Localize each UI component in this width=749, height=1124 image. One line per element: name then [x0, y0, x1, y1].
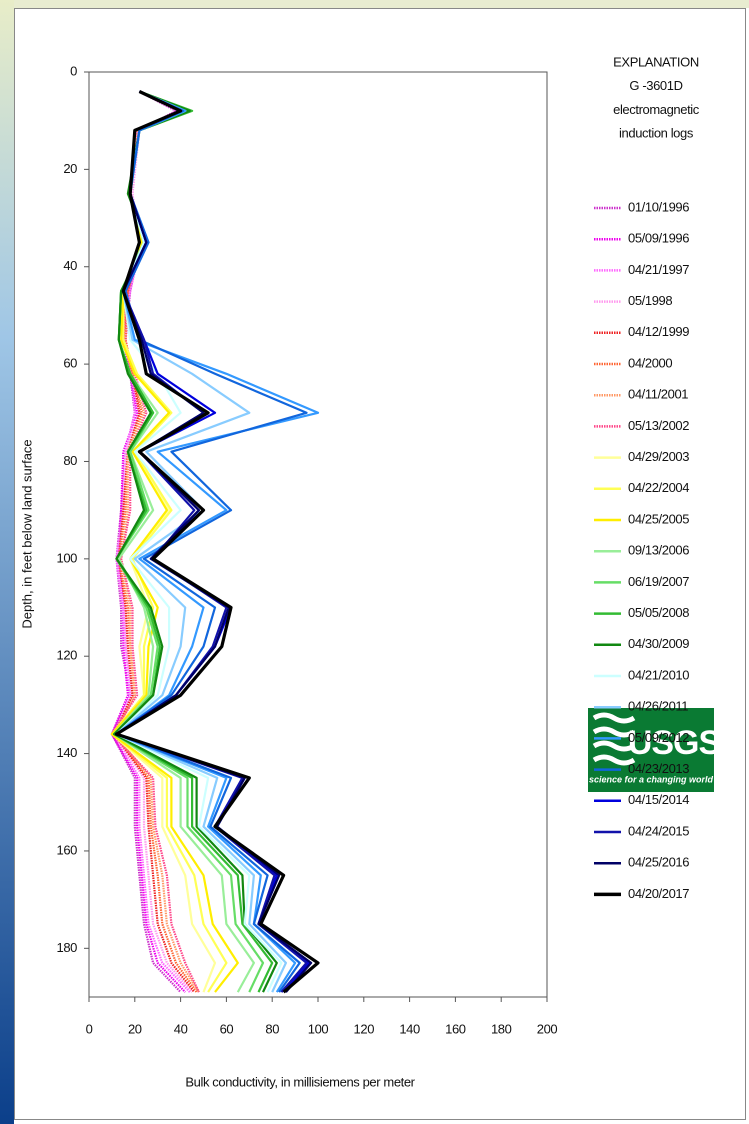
x-tick-label: 120: [354, 1021, 375, 1036]
legend-title: EXPLANATION: [613, 54, 699, 69]
x-tick-label: 160: [445, 1021, 466, 1036]
chart: Depth, in feet below land surface Bulk c…: [0, 0, 749, 1124]
y-tick-label: 40: [63, 258, 77, 273]
legend-label: 09/13/2006: [628, 543, 689, 558]
legend-label: 05/09/1996: [628, 231, 689, 246]
y-tick-label: 80: [63, 453, 77, 468]
legend-label: 04/26/2011: [628, 699, 688, 714]
y-tick-label: 0: [70, 63, 77, 78]
legend-label: 05/05/2008: [628, 605, 689, 620]
legend-label: 04/23/2013: [628, 761, 689, 776]
y-tick-label: 20: [63, 161, 77, 176]
x-tick-label: 0: [86, 1021, 93, 1036]
legend-label: 05/13/2002: [628, 418, 689, 433]
top-strip: [0, 0, 749, 8]
legend-title: G -3601D: [629, 78, 682, 93]
legend-label: 04/12/1999: [628, 324, 689, 339]
legend-label: 04/25/2016: [628, 855, 689, 870]
legend-label: 04/11/2001: [628, 387, 688, 402]
legend-label: 04/20/2017: [628, 886, 689, 901]
y-tick-label: 140: [57, 745, 78, 760]
legend-title: electromagnetic: [613, 102, 700, 117]
usgs-logo: USGS science for a changing world: [588, 708, 720, 792]
left-strip: [0, 0, 14, 1124]
y-tick-label: 160: [57, 842, 78, 857]
legend-label: 04/22/2004: [628, 480, 689, 495]
legend-label: 01/10/1996: [628, 199, 689, 214]
legend-label: 05/09/2012: [628, 730, 689, 745]
x-tick-label: 180: [491, 1021, 512, 1036]
legend-label: 04/24/2015: [628, 823, 689, 838]
y-tick-label: 60: [63, 356, 77, 371]
x-tick-label: 80: [265, 1021, 279, 1036]
y-axis-label: Depth, in feet below land surface: [19, 439, 34, 628]
legend-label: 04/21/1997: [628, 262, 689, 277]
x-tick-label: 200: [537, 1021, 558, 1036]
legend-label: 04/2000: [628, 355, 672, 370]
legend-label: 04/30/2009: [628, 636, 689, 651]
page-background: [0, 0, 749, 1124]
x-tick-label: 140: [399, 1021, 420, 1036]
y-tick-label: 100: [57, 550, 78, 565]
x-tick-label: 40: [174, 1021, 188, 1036]
legend-title: induction logs: [619, 126, 694, 141]
y-tick-label: 180: [57, 940, 78, 955]
legend-label: 04/15/2014: [628, 792, 689, 807]
legend-label: 04/25/2005: [628, 511, 689, 526]
legend-label: 06/19/2007: [628, 574, 689, 589]
y-tick-label: 120: [57, 648, 78, 663]
x-tick-label: 60: [220, 1021, 234, 1036]
x-tick-label: 100: [308, 1021, 329, 1036]
x-axis-label: Bulk conductivity, in millisiemens per m…: [185, 1074, 415, 1089]
x-tick-label: 20: [128, 1021, 142, 1036]
legend-label: 05/1998: [628, 293, 672, 308]
legend-label: 04/21/2010: [628, 667, 689, 682]
legend-label: 04/29/2003: [628, 449, 689, 464]
